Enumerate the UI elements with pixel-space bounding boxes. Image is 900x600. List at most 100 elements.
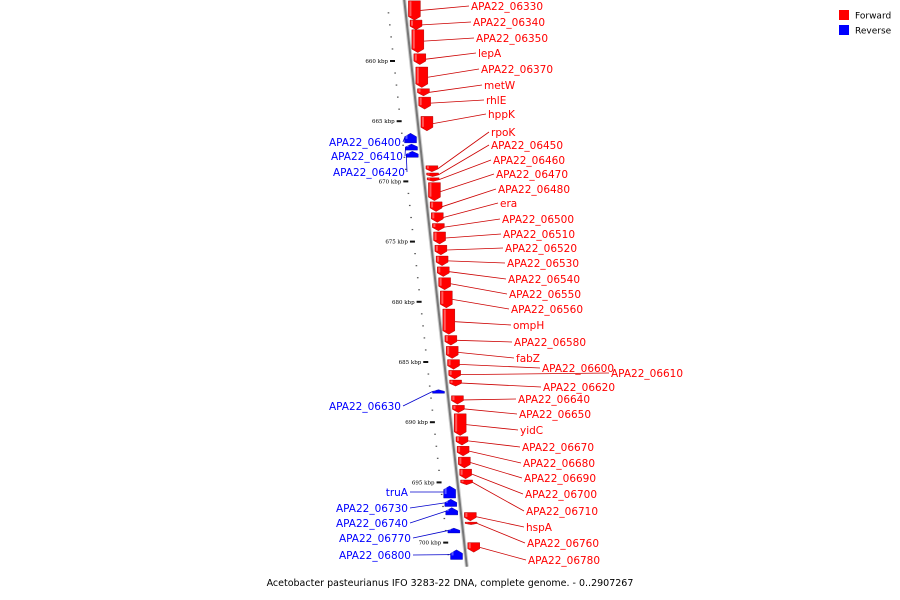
forward-gene-feature — [449, 379, 462, 387]
forward-gene-feature — [451, 395, 464, 405]
reverse-leader-line — [405, 154, 408, 173]
minor-tick — [436, 457, 439, 459]
forward-gene-feature — [426, 177, 440, 182]
reverse-leader-line — [412, 530, 448, 539]
forward-gene-feature — [425, 165, 439, 172]
minor-tick — [411, 228, 414, 231]
gene-highlight — [432, 213, 435, 219]
forward-leader-line — [467, 440, 521, 448]
forward-leader-line — [425, 52, 477, 60]
minor-tick — [394, 72, 396, 74]
reverse-gene-label: truA — [386, 487, 409, 499]
tick-label: 660 kbp — [365, 59, 388, 65]
gene-highlight — [441, 291, 444, 304]
gene-highlight — [455, 414, 458, 432]
minor-tick — [420, 313, 423, 315]
reverse-gene-label: APA22_06770 — [339, 533, 411, 545]
forward-gene-feature — [464, 521, 478, 525]
gene-highlight — [405, 133, 408, 139]
gene-highlight — [426, 166, 429, 169]
forward-leader-line — [446, 247, 504, 251]
forward-gene-label: APA22_06500 — [502, 214, 574, 226]
gene-highlight — [433, 390, 436, 392]
minor-tick — [402, 144, 404, 146]
forward-leader-line — [452, 298, 510, 310]
forward-gene-label: APA22_06620 — [543, 382, 615, 394]
legend: Forward Reverse — [839, 10, 892, 37]
forward-gene-feature — [464, 512, 477, 522]
forward-gene-feature — [459, 468, 472, 480]
legend-swatch — [839, 25, 849, 35]
gene-highlight — [466, 522, 469, 524]
gene-highlight — [434, 232, 437, 241]
forward-gene-label: APA22_06350 — [476, 33, 548, 45]
minor-tick — [395, 84, 398, 86]
minor-tick — [389, 24, 391, 26]
major-tick — [423, 361, 429, 363]
reverse-leader-line — [402, 391, 433, 407]
forward-leader-line — [430, 99, 485, 104]
gene-highlight — [416, 67, 419, 84]
reverse-leader-line — [404, 147, 406, 157]
minor-tick — [427, 373, 430, 375]
forward-gene-feature — [434, 245, 448, 256]
forward-gene-feature — [448, 370, 461, 380]
minor-tick — [442, 505, 444, 508]
tick-label: 695 kbp — [412, 480, 435, 486]
gene-highlight — [427, 173, 430, 175]
forward-gene-label: APA22_06510 — [503, 229, 575, 241]
reverse-gene-label: APA22_06740 — [336, 518, 408, 530]
forward-leader-line — [429, 84, 483, 93]
minor-tick — [391, 48, 394, 50]
gene-highlight — [429, 183, 432, 197]
gene-highlight — [435, 245, 438, 251]
tick-label: 700 kbp — [419, 541, 442, 547]
reverse-leader-line — [409, 510, 446, 524]
minor-tick — [408, 204, 411, 207]
gene-highlight — [458, 446, 461, 452]
minor-tick — [403, 156, 406, 158]
forward-gene-feature — [460, 479, 473, 486]
forward-leader-line — [470, 462, 523, 479]
forward-gene-label: APA22_06650 — [519, 409, 591, 421]
forward-gene-label: yidC — [520, 425, 543, 437]
forward-gene-feature — [417, 88, 430, 97]
forward-leader-line — [466, 424, 519, 431]
gene-highlight — [448, 360, 451, 366]
gene-highlight — [443, 309, 446, 331]
label-leader-lines — [402, 5, 610, 561]
forward-gene-feature — [435, 255, 449, 266]
forward-gene-label: APA22_06330 — [471, 1, 543, 13]
gene-highlight — [459, 457, 462, 464]
reverse-gene-feature — [443, 485, 456, 499]
forward-leader-line — [472, 482, 525, 512]
gene-highlight — [418, 89, 421, 93]
gene-highlight — [445, 336, 448, 342]
forward-gene-feature — [453, 413, 467, 436]
forward-gene-label: APA22_06340 — [473, 17, 545, 29]
forward-leader-line — [479, 547, 527, 561]
minor-tick — [435, 445, 438, 447]
reverse-gene-feature — [447, 527, 461, 534]
dna-backbone — [402, 0, 469, 567]
gene-highlight — [406, 144, 409, 147]
minor-tick — [423, 337, 426, 339]
minor-tick — [390, 36, 392, 38]
forward-leader-line — [438, 159, 492, 180]
reverse-gene-feature — [404, 133, 417, 144]
minor-tick — [396, 96, 399, 98]
forward-gene-feature — [429, 201, 443, 212]
forward-gene-label: APA22_06690 — [524, 473, 596, 485]
forward-gene-feature — [438, 277, 451, 290]
reverse-gene-label: APA22_06630 — [329, 401, 401, 413]
forward-gene-label: APA22_06540 — [508, 274, 580, 286]
major-tick — [416, 300, 422, 303]
minor-tick — [387, 12, 390, 14]
reverse-gene-label: APA22_06400 — [329, 137, 401, 149]
forward-leader-line — [423, 37, 475, 42]
minor-tick — [410, 216, 412, 219]
gene-highlight — [451, 550, 454, 556]
tick-label: 690 kbp — [405, 420, 428, 426]
minor-tick — [418, 289, 420, 291]
minor-tick — [414, 253, 416, 255]
